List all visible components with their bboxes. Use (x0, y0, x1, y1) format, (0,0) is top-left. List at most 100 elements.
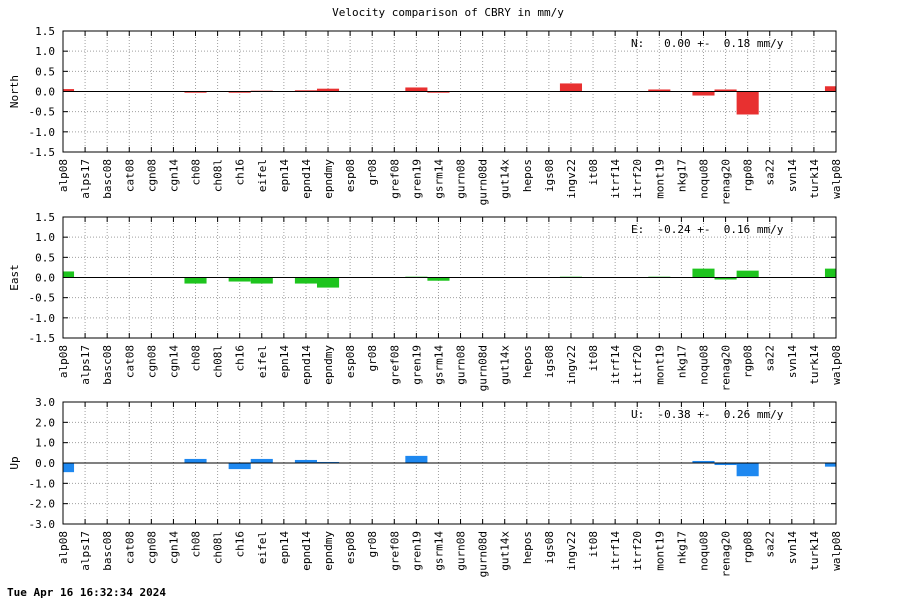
x-tick-label: esp08 (344, 531, 357, 564)
bar-walp08 (824, 86, 836, 92)
footer-timestamp: Tue Apr 16 16:32:34 2024 (7, 586, 166, 599)
x-tick-label: cgn08 (145, 345, 158, 378)
x-tick-label: gren19 (410, 531, 423, 571)
bar-eifel (250, 277, 273, 284)
x-tick-label: svn14 (786, 159, 799, 192)
y-tick-label: -1.0 (29, 477, 56, 490)
bar-noqu08 (692, 91, 715, 96)
x-tick-label: alp08 (57, 531, 70, 564)
x-tick-label: gut14x (499, 345, 512, 385)
x-tick-label: gurn08d (477, 345, 490, 391)
x-tick-label: svn14 (786, 531, 799, 564)
y-tick-label: 1.0 (35, 45, 55, 58)
x-tick-label: itrf20 (631, 531, 644, 571)
x-tick-label: basc08 (101, 159, 114, 199)
x-tick-label: sa22 (764, 531, 777, 558)
x-tick-label: nkg17 (675, 159, 688, 192)
bar-ch08 (184, 91, 207, 93)
x-tick-label: esp08 (344, 159, 357, 192)
x-tick-label: turk14 (808, 159, 821, 199)
bar-gren19 (405, 455, 428, 463)
y-tick-label: 1.0 (35, 437, 55, 450)
x-tick-label: cgn14 (167, 159, 180, 192)
x-tick-label: renag20 (720, 159, 733, 205)
x-tick-label: gr08 (366, 531, 379, 558)
x-tick-label: gr08 (366, 345, 379, 372)
bar-renag20 (714, 89, 737, 92)
x-tick-label: gref08 (388, 345, 401, 385)
x-tick-label: basc08 (101, 531, 114, 571)
bar-walp08 (824, 268, 836, 278)
y-tick-label: 3.0 (35, 396, 55, 409)
plot-border (62, 30, 837, 153)
bar-alp08 (63, 89, 75, 92)
x-tick-label: itrf14 (609, 345, 622, 385)
y-tick-label: 0.0 (35, 457, 55, 470)
x-tick-label: mont19 (653, 345, 666, 385)
x-tick-label: epn14 (278, 345, 291, 378)
x-tick-label: hepos (521, 531, 534, 564)
x-tick-label: gurn08 (455, 531, 468, 571)
x-tick-label: alps17 (79, 159, 92, 199)
bar-epnd14 (294, 277, 317, 284)
x-tick-label: gsrm14 (432, 345, 445, 385)
y-tick-label: -1.5 (29, 332, 56, 345)
bar-ch08 (184, 458, 207, 463)
x-tick-label: epnd14 (300, 345, 313, 385)
y-tick-label: -2.0 (29, 498, 56, 511)
y-tick-label: -1.0 (29, 126, 56, 139)
annotation: N: 0.00 +- 0.18 mm/y (631, 37, 784, 50)
chart-title: Velocity comparison of CBRY in mm/y (332, 6, 564, 19)
x-tick-label: hepos (521, 159, 534, 192)
x-tick-label: gut14x (499, 531, 512, 571)
bar-ch08 (184, 277, 207, 284)
y-tick-label: -0.5 (29, 292, 56, 305)
x-tick-label: nkg17 (675, 345, 688, 378)
bar-ingv22 (559, 83, 583, 92)
y-tick-label: 0.5 (35, 65, 55, 78)
bar-gren19 (405, 87, 428, 92)
x-tick-label: it08 (587, 531, 600, 558)
x-tick-label: eifel (256, 159, 269, 192)
bar-rgp08 (736, 91, 759, 115)
y-tick-label: -1.5 (29, 146, 56, 159)
x-tick-label: renag20 (720, 345, 733, 391)
x-tick-label: gr08 (366, 159, 379, 186)
x-tick-label: ch08l (212, 159, 225, 192)
x-tick-label: sa22 (764, 159, 777, 186)
annotation: E: -0.24 +- 0.16 mm/y (631, 223, 784, 236)
x-tick-label: hepos (521, 345, 534, 378)
x-tick-label: gurn08 (455, 345, 468, 385)
x-tick-label: epndmy (322, 159, 335, 199)
x-tick-label: rgp08 (742, 531, 755, 564)
y-tick-label: -0.5 (29, 106, 56, 119)
x-tick-label: gref08 (388, 531, 401, 571)
x-tick-label: itrf14 (609, 159, 622, 199)
x-tick-label: renag20 (720, 531, 733, 577)
y-tick-label: -3.0 (29, 518, 56, 531)
x-tick-label: alp08 (57, 159, 70, 192)
x-tick-label: gut14x (499, 159, 512, 199)
annotation: U: -0.38 +- 0.26 mm/y (631, 408, 784, 421)
x-tick-label: turk14 (808, 345, 821, 385)
y-tick-label: 2.0 (35, 416, 55, 429)
bar-noqu08 (692, 460, 715, 463)
x-tick-label: cat08 (123, 159, 136, 192)
x-tick-label: cat08 (123, 531, 136, 564)
x-tick-label: igs08 (543, 159, 556, 192)
x-tick-label: ch16 (234, 531, 247, 558)
bar-alp08 (63, 271, 75, 278)
bar-mont19 (648, 89, 671, 92)
x-tick-label: ch08l (212, 531, 225, 564)
bar-epnd14 (294, 459, 317, 463)
x-tick-label: ingv22 (565, 345, 578, 385)
x-tick-label: cgn08 (145, 531, 158, 564)
x-tick-label: alp08 (57, 345, 70, 378)
x-tick-label: gref08 (388, 159, 401, 199)
x-tick-label: gren19 (410, 345, 423, 385)
y-tick-label: 0.5 (35, 251, 55, 264)
x-tick-label: eifel (256, 531, 269, 564)
x-tick-label: ch16 (234, 345, 247, 372)
